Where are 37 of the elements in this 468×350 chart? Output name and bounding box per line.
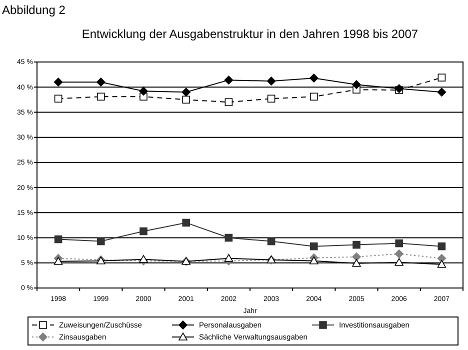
point bbox=[224, 76, 234, 84]
point bbox=[97, 92, 105, 101]
point bbox=[438, 74, 446, 82]
chart-title: Entwicklung der Ausgabenstruktur in den Jahren 1998 bis 2007 bbox=[82, 27, 418, 41]
point bbox=[352, 240, 360, 249]
point bbox=[352, 258, 361, 267]
point bbox=[267, 94, 276, 103]
point bbox=[267, 237, 276, 246]
point bbox=[438, 242, 446, 250]
point bbox=[224, 254, 234, 262]
point bbox=[437, 260, 446, 268]
point bbox=[310, 92, 318, 101]
point bbox=[54, 256, 63, 265]
point bbox=[139, 254, 148, 263]
point bbox=[97, 237, 105, 246]
point bbox=[310, 242, 318, 250]
point bbox=[395, 239, 403, 248]
point bbox=[54, 78, 63, 86]
point bbox=[266, 76, 276, 86]
point bbox=[352, 80, 361, 89]
point bbox=[182, 218, 190, 227]
text: Abbildung 2 bbox=[2, 3, 66, 17]
point bbox=[394, 249, 404, 258]
point bbox=[182, 88, 190, 97]
point bbox=[54, 94, 62, 103]
point bbox=[394, 258, 404, 266]
point bbox=[96, 78, 106, 86]
point bbox=[139, 86, 148, 96]
point bbox=[352, 252, 361, 262]
point bbox=[437, 88, 446, 97]
point bbox=[310, 74, 318, 82]
point bbox=[182, 96, 190, 104]
point bbox=[224, 234, 233, 242]
point bbox=[224, 98, 233, 106]
point bbox=[54, 235, 62, 244]
point bbox=[140, 227, 148, 236]
point bbox=[310, 256, 318, 264]
